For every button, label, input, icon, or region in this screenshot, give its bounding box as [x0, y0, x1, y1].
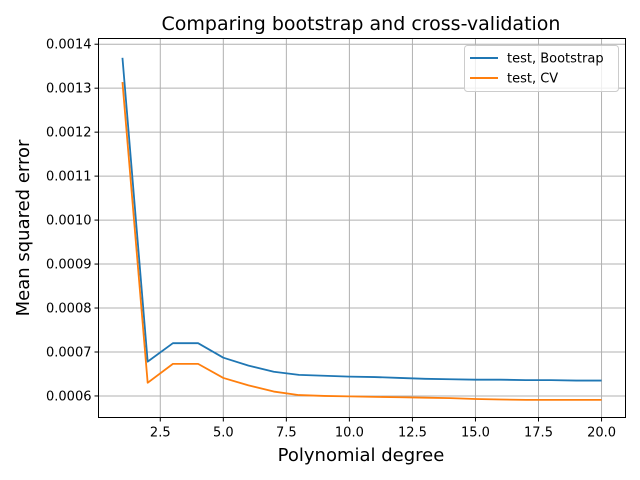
y-tick-label: 0.0006 — [46, 389, 92, 404]
x-axis-label: Polynomial degree — [278, 445, 445, 466]
y-axis-label: Mean squared error — [13, 139, 34, 316]
x-tick-label: 20.0 — [587, 426, 616, 441]
chart-title: Comparing bootstrap and cross-validation — [162, 13, 561, 35]
x-tick-label: 2.5 — [150, 426, 171, 441]
plot-area — [98, 38, 626, 418]
y-tick-label: 0.0014 — [46, 38, 92, 53]
x-tick-label: 15.0 — [461, 426, 490, 441]
legend-label-cv: test, CV — [507, 72, 558, 87]
x-tick-label: 12.5 — [398, 426, 427, 441]
series-line-bootstrap — [121, 57, 602, 382]
grid — [98, 38, 626, 418]
plot-frame — [98, 38, 626, 418]
series-lines — [121, 57, 602, 401]
x-tick-label: 10.0 — [335, 426, 364, 441]
legend-label-bootstrap: test, Bootstrap — [507, 52, 604, 67]
y-tick-label: 0.0013 — [46, 82, 92, 97]
y-tick-label: 0.0007 — [46, 345, 92, 360]
series-line-cv — [121, 81, 602, 401]
y-tick-label: 0.0009 — [46, 258, 92, 273]
legend: test, Bootstrap test, CV — [464, 45, 619, 92]
y-tick-label: 0.0011 — [46, 170, 92, 185]
x-tick-label: 17.5 — [524, 426, 553, 441]
y-tick-label: 0.0010 — [46, 214, 92, 229]
x-tick-label: 7.5 — [276, 426, 297, 441]
legend-box — [464, 45, 619, 92]
x-tick-label: 5.0 — [213, 426, 234, 441]
y-tick-label: 0.0008 — [46, 302, 92, 317]
ticks: 2.5 5.0 7.5 10.0 12.5 15.0 17.5 20.0 0.0006 0.000… — [46, 38, 616, 441]
y-tick-label: 0.0012 — [46, 126, 92, 141]
